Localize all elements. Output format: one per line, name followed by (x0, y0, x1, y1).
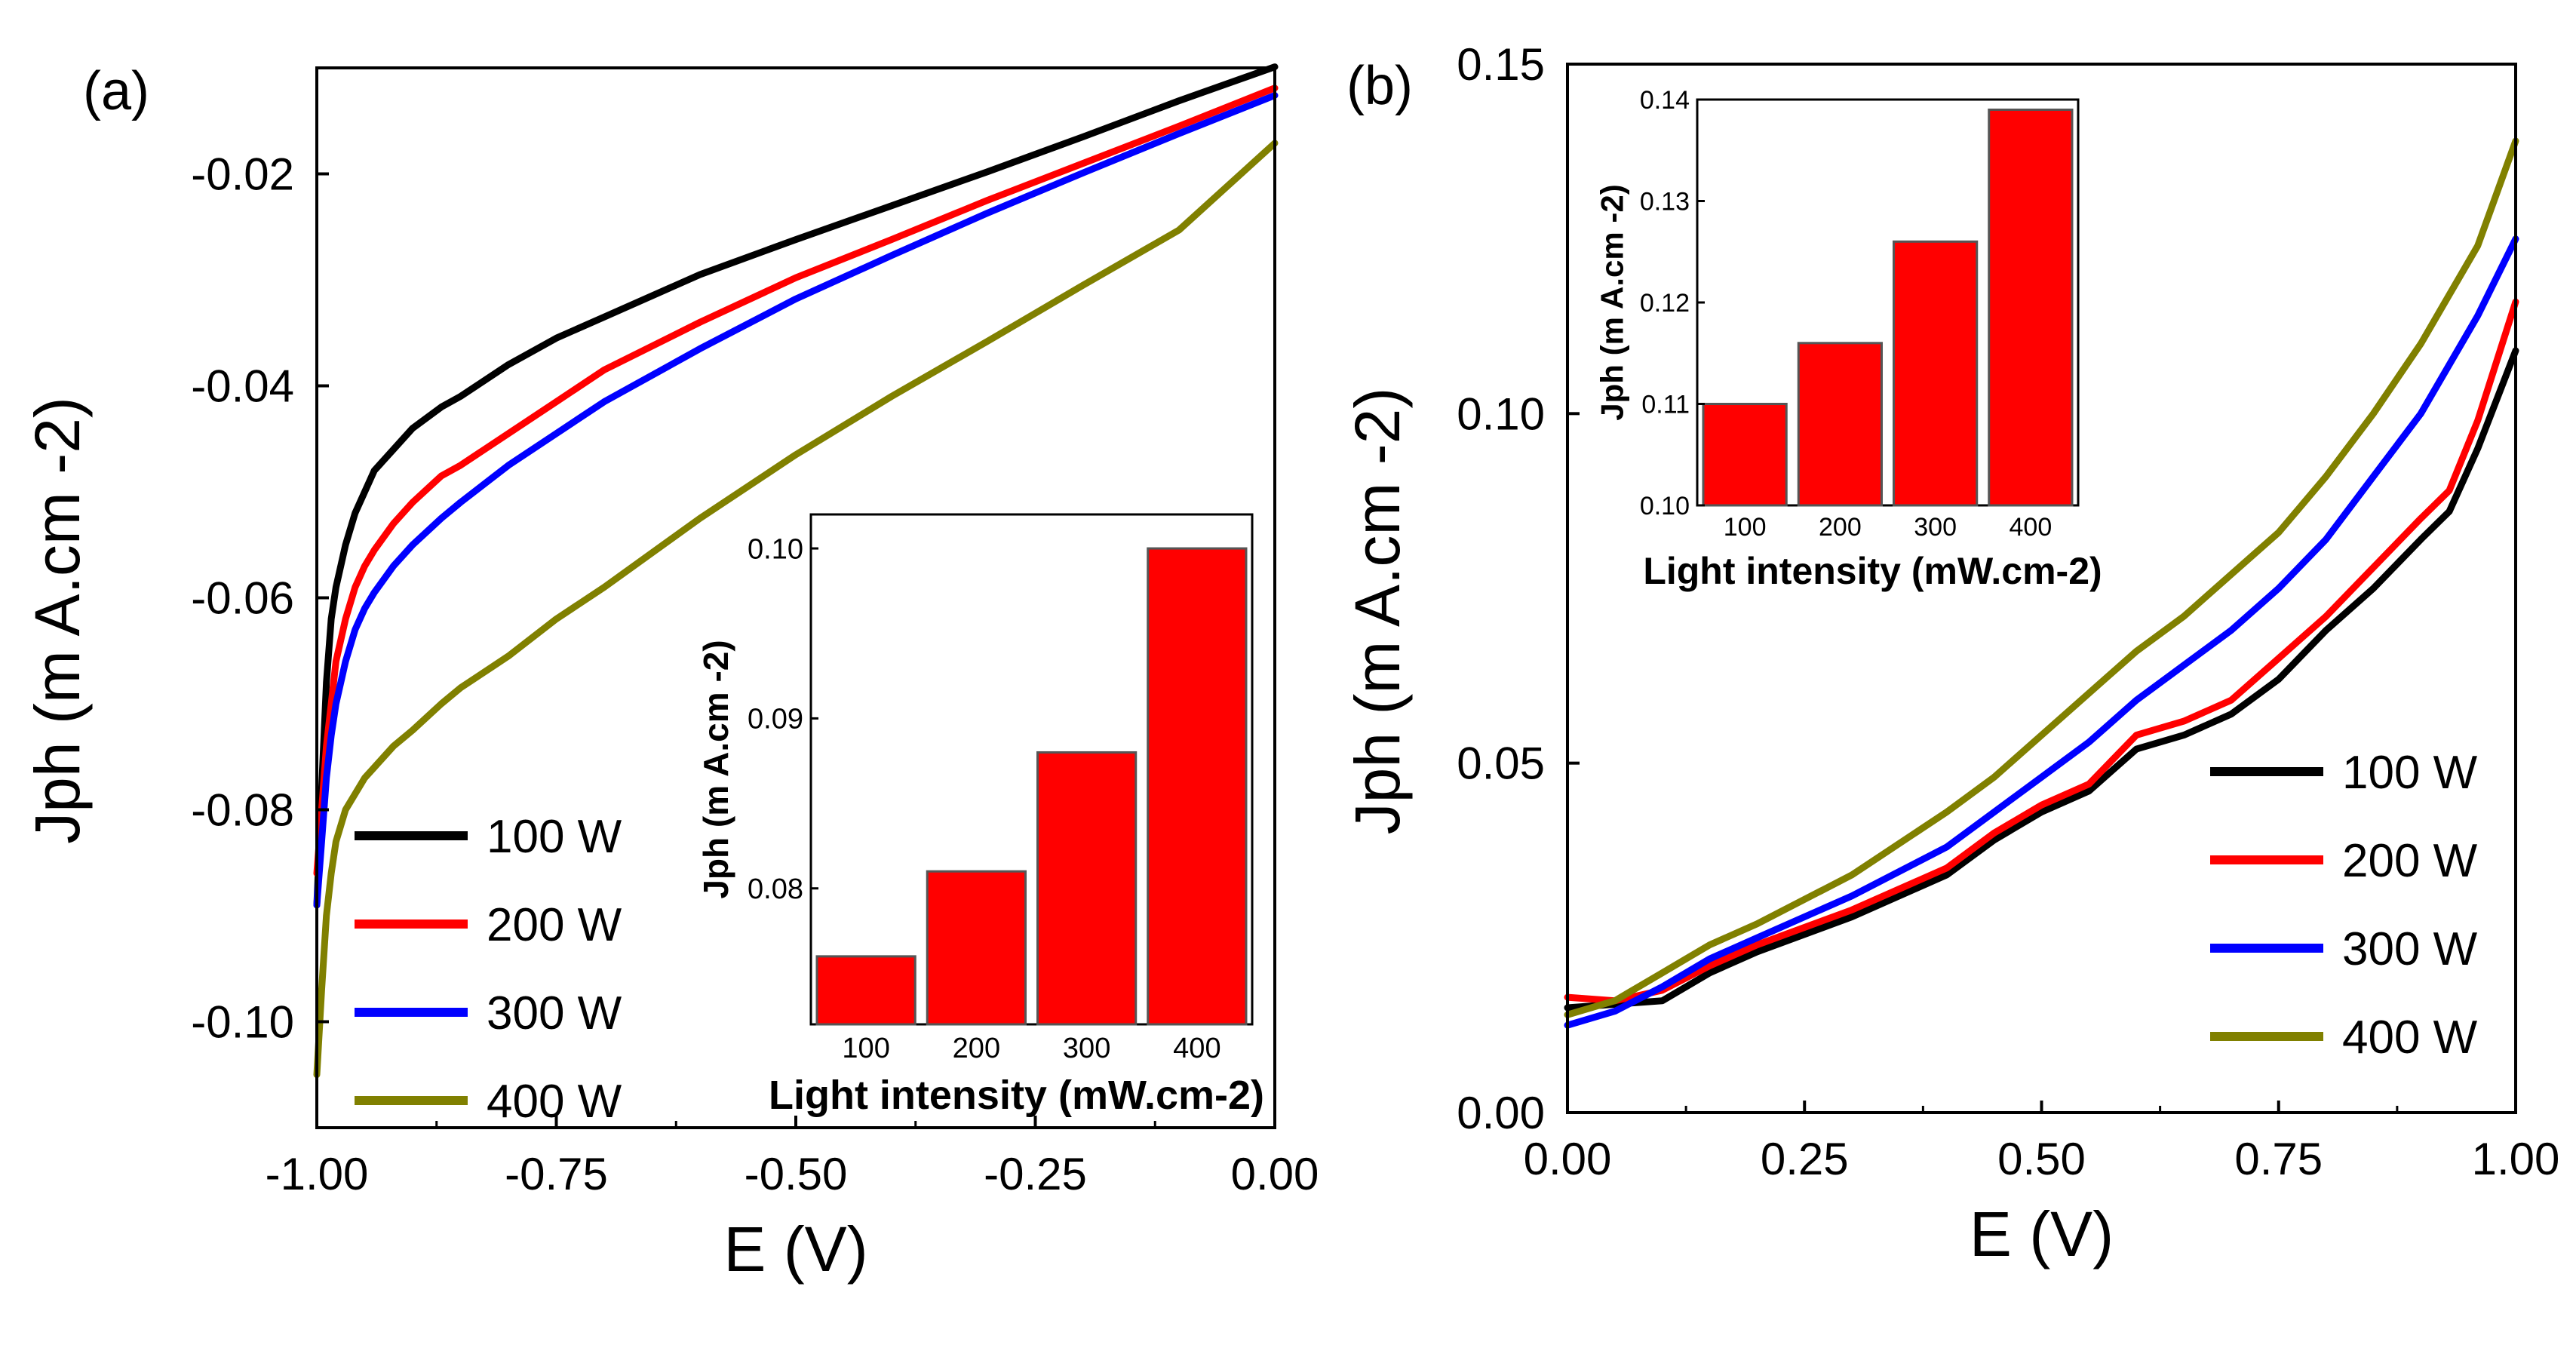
panel-a-ytick-label: -0.08 (191, 785, 294, 836)
panel-b-xtick-label: 0.00 (1524, 1134, 1612, 1184)
panel-b-xtick-label: 0.50 (1997, 1134, 2086, 1184)
panel-b-series-200w (1564, 298, 2519, 1005)
panel-a-xtick-label: 0.00 (1231, 1149, 1319, 1199)
panel-a-series-100w (313, 63, 1279, 909)
panel-b-inset-ytick-label: 0.12 (1640, 289, 1690, 318)
panel-b-inset-xlabel: Light intensity (mW.cm-2) (1643, 550, 2102, 592)
panel-b-legend: 100 W 200 W 300 W 400 W (2210, 747, 2478, 1064)
legend-label-300w: 300 W (487, 987, 622, 1039)
legend-label-100w: 100 W (487, 811, 622, 863)
panel-a-inset-ylabel: Jph (m A.cm -2) (696, 640, 735, 898)
panel-a-inset-xlabel: Light intensity (mW.cm-2) (769, 1073, 1264, 1118)
panel-a-inset-bar-200 (926, 870, 1027, 1026)
panel-a-inset-ytick-label: 0.10 (748, 533, 803, 565)
panel-b-inset-ytick-label: 0.11 (1641, 390, 1690, 419)
panel-b-ytick-label: 0.00 (1457, 1088, 1545, 1138)
panel-b-inset-ytick-label: 0.10 (1640, 492, 1690, 520)
panel-b-xtick-label: 0.75 (2234, 1134, 2323, 1184)
panel-b-series-300w (1564, 235, 2519, 1029)
legend-label-100w: 100 W (2342, 747, 2478, 799)
panel-a-xlabel: E (V) (723, 1214, 867, 1285)
panel-b-series-400w (1564, 137, 2519, 1018)
panel-b-inset-ylabel: Jph (m A.cm -2) (1594, 184, 1629, 420)
panel-a-series-400w (313, 140, 1279, 1079)
panel-b-inset-xtick-200: 200 (1819, 513, 1862, 542)
panel-a-inset-ytick-label: 0.09 (748, 704, 803, 735)
panel-a-inset-bar-100 (815, 955, 916, 1026)
panel-b-xlabel: E (V) (1970, 1199, 2114, 1270)
panel-b-ytick-label: 0.15 (1457, 39, 1545, 90)
panel-b-inset-xtick-400: 400 (2010, 513, 2053, 542)
panel-a-series-300w (313, 92, 1279, 909)
panel-b-inset-bar-200 (1797, 342, 1883, 507)
panel-a: -1.00 -0.75 -0.50 -0.25 0.00 -0.02 -0.04 -0.06 -… (22, 61, 1319, 1285)
panel-b-inset-ytick-label: 0.14 (1640, 86, 1690, 115)
panel-a-inset-xtick-100: 100 (842, 1033, 889, 1064)
panel-b-label: (b) (1346, 56, 1413, 116)
legend-label-400w: 400 W (487, 1076, 622, 1128)
panel-b-inset-xtick-100: 100 (1724, 513, 1767, 542)
legend-label-300w: 300 W (2342, 923, 2478, 975)
panel-a-ytick-label: -0.04 (191, 361, 294, 412)
panel-a-ytick-label: -0.06 (191, 573, 294, 624)
panel-b-inset-bar-100 (1702, 403, 1788, 507)
legend-label-400w: 400 W (2342, 1012, 2478, 1064)
panel-b-inset-bar-400 (1988, 108, 2074, 507)
panel-b-inset: 100 200 300 400 0.10 0.11 0.12 0.13 0.14 Light in… (1594, 86, 2102, 592)
legend-label-200w: 200 W (2342, 835, 2478, 887)
panel-a-inset-xtick-300: 300 (1063, 1033, 1110, 1064)
panel-a-ytick-label: -0.02 (191, 149, 294, 200)
panel-b-ytick-label: 0.10 (1457, 388, 1545, 439)
panel-b-xtick-label: 1.00 (2472, 1134, 2560, 1184)
panel-a-inset-ytick-label: 0.08 (748, 873, 803, 905)
panel-a-ytick-label: -0.10 (191, 997, 294, 1048)
panel-a-xtick-label: -0.25 (984, 1149, 1087, 1199)
panel-a-inset-bar-300 (1036, 751, 1138, 1026)
panel-a-inset-bar-400 (1147, 547, 1248, 1026)
panel-b-inset-xtick-300: 300 (1914, 513, 1957, 542)
panel-a-xtick-label: -0.75 (505, 1149, 608, 1199)
panel-a-legend: 100 W 200 W 300 W 400 W (355, 811, 622, 1128)
panel-a-ylabel: Jph (m A.cm -2) (22, 397, 93, 844)
panel-a-xtick-label: -0.50 (745, 1149, 848, 1199)
panel-a-xtick-label: -1.00 (266, 1149, 369, 1199)
panel-b-inset-bar-300 (1893, 240, 1979, 507)
legend-label-200w: 200 W (487, 899, 622, 951)
panel-a-inset: 100 200 300 400 0.08 0.09 0.10 Light intensity … (696, 513, 1264, 1118)
panel-b-ylabel: Jph (m A.cm -2) (1342, 388, 1413, 835)
panel-b-ytick-label: 0.05 (1457, 738, 1545, 789)
panel-a-inset-xtick-200: 200 (953, 1033, 1000, 1064)
panel-b-inset-ytick-label: 0.13 (1640, 187, 1690, 216)
panel-b-series-100w (1564, 347, 2519, 1012)
panel-b-xtick-label: 0.25 (1761, 1134, 1849, 1184)
panel-a-series-200w (313, 84, 1279, 877)
panel-a-inset-xtick-400: 400 (1173, 1033, 1220, 1064)
panel-a-label: (a) (83, 61, 149, 121)
panel-b: 0.00 0.25 0.50 0.75 1.00 0.00 0.05 0.10 0.15 E (V… (1342, 39, 2559, 1270)
